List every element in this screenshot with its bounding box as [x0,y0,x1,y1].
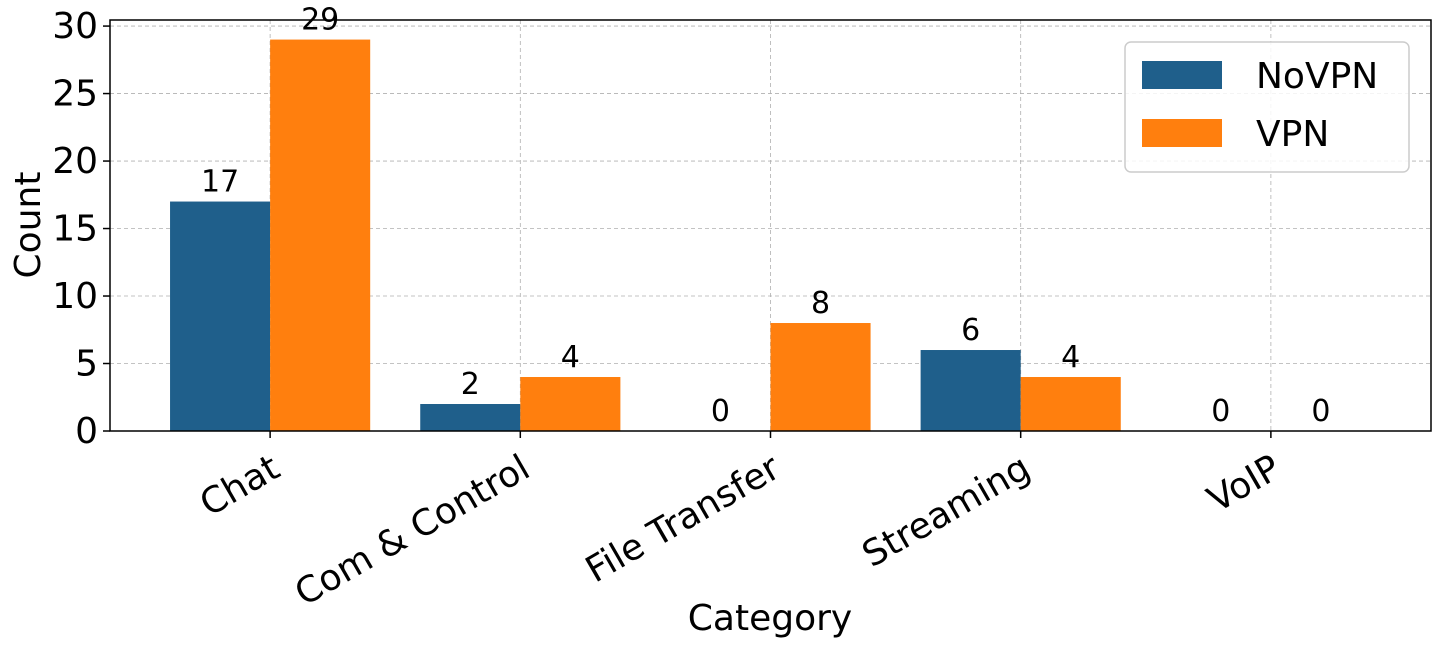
y-tick-label: 10 [52,276,98,317]
bar [520,377,621,431]
data-label: 4 [1061,340,1080,375]
y-tick-label: 20 [52,141,98,182]
y-tick-label: 15 [52,209,98,250]
y-tick-label: 30 [52,6,98,47]
x-tick-label: VoIP [1201,447,1287,521]
bar [420,404,521,431]
data-label: 2 [461,367,480,402]
data-label: 8 [811,286,830,321]
data-label: 4 [561,340,580,375]
bar [770,323,871,431]
x-tick-label: Chat [193,447,286,525]
x-tick-label: File Transfer [579,447,787,591]
y-tick-label: 0 [75,411,98,452]
data-label: 17 [201,165,239,200]
y-tick-label: 25 [52,74,98,115]
bar [270,39,371,431]
bar [170,201,271,431]
legend-label: NoVPN [1256,56,1378,97]
plot-frame [109,19,1432,432]
x-tick-label: Com & Control [288,447,537,614]
y-tick-label: 5 [75,344,98,385]
legend-swatch [1142,119,1222,147]
bar [920,350,1021,431]
data-label: 0 [711,394,730,429]
y-axis-label: Count [8,172,49,279]
legend: NoVPN VPN [1124,41,1410,173]
bar [1020,377,1121,431]
x-tick-label: Streaming [856,447,1038,575]
legend-swatch [1142,61,1222,89]
legend-label: VPN [1256,114,1329,155]
x-axis-label: Category [688,598,852,639]
data-label: 0 [1211,394,1230,429]
data-label: 6 [961,313,980,348]
data-label: 0 [1311,394,1330,429]
